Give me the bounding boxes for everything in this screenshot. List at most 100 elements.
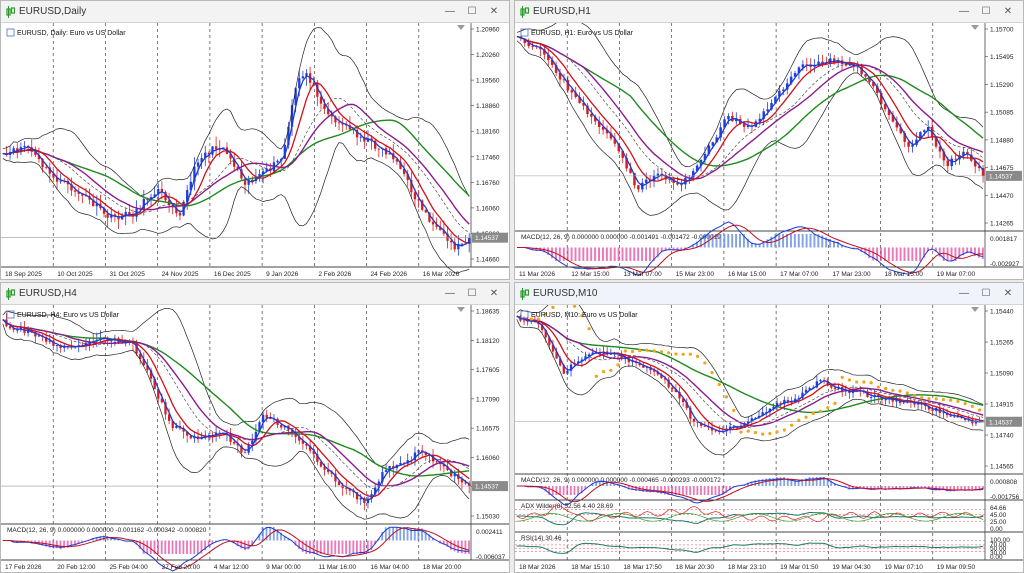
window-titlebar[interactable]: EURUSD,M10 — ☐ ✕	[515, 283, 1023, 305]
candle-body	[620, 354, 623, 359]
maximize-button[interactable]: ☐	[981, 6, 991, 17]
window-titlebar[interactable]: EURUSD,Daily — ☐ ✕	[1, 1, 509, 23]
indicator-label: MACD(12, 26, 9) 0.000000 0.000000 -0.000…	[521, 477, 721, 484]
candle-body	[167, 414, 171, 421]
candle-body	[601, 127, 605, 130]
candle-body	[555, 351, 558, 359]
candle-body	[218, 149, 221, 151]
candle-body	[772, 406, 775, 409]
candle-body	[656, 371, 659, 375]
candle-body	[142, 198, 145, 210]
parabolic-sar-dot	[956, 399, 960, 403]
close-button[interactable]: ✕	[489, 6, 499, 17]
price-chart[interactable]: EURUSD, Daily: Euro vs US Dollar 1.20960 1…	[1, 23, 509, 279]
parabolic-sar-dot	[688, 352, 692, 356]
price-chart[interactable]: EURUSD, H1: Euro vs US Dollar 1.15700 1.15…	[515, 23, 1023, 279]
macd-histogram-bar	[877, 486, 880, 490]
indicator-main-line	[516, 542, 984, 554]
minimize-button[interactable]: —	[959, 6, 969, 17]
close-button[interactable]: ✕	[1003, 288, 1013, 299]
macd-histogram-bar	[609, 247, 612, 261]
macd-histogram-bar	[747, 482, 749, 486]
macd-histogram-bar	[934, 247, 937, 252]
parabolic-sar-dot	[681, 352, 685, 356]
macd-histogram-bar	[930, 247, 933, 250]
candle-body	[609, 353, 612, 355]
macd-histogram-bar	[598, 247, 600, 261]
candle-body	[879, 92, 883, 105]
candle-body	[703, 425, 706, 427]
chart-window-m10[interactable]: EURUSD,M10 — ☐ ✕ EURUSD, M10: Euro vs US…	[514, 282, 1024, 573]
macd-histogram-bar	[301, 540, 304, 553]
candle-body	[135, 343, 138, 354]
price-chart-canvas[interactable]: EURUSD, M10: Euro vs US Dollar 1.15440 1.1…	[515, 305, 1023, 572]
maximize-button[interactable]: ☐	[467, 288, 477, 299]
candle-body	[457, 243, 460, 250]
time-axis-label: 15 Mar 23:00	[676, 271, 715, 278]
chart-window-daily[interactable]: EURUSD,Daily — ☐ ✕ EURUSD, Daily: Euro v…	[0, 0, 510, 280]
macd-histogram-bar	[714, 486, 717, 495]
indicator-axis-label: 45.00	[990, 512, 1007, 519]
candle-body	[435, 224, 438, 227]
price-axis-label: 1.16060	[476, 205, 500, 212]
chart-shift-marker-icon	[457, 307, 465, 312]
price-axis-label: 1.18120	[476, 338, 500, 345]
candle-body	[562, 79, 566, 81]
candle-body	[446, 233, 449, 241]
macd-histogram-bar	[699, 237, 702, 248]
macd-histogram-bar	[196, 540, 199, 554]
minimize-button[interactable]: —	[445, 288, 455, 299]
time-axis-label: 16 Dec 2025	[214, 271, 251, 278]
candle-body	[251, 440, 254, 445]
candle-body	[431, 455, 435, 462]
chart-window-h4[interactable]: EURUSD,H4 — ☐ ✕ EURUSD, H4: Euro vs US D…	[0, 282, 510, 573]
candle-body	[113, 214, 117, 217]
candle-body	[891, 115, 895, 122]
indicator-axis-label: -0.002927	[990, 261, 1020, 268]
price-chart-canvas[interactable]: EURUSD, H4: Euro vs US Dollar 1.18635 1.18…	[1, 305, 509, 572]
macd-histogram-bar	[812, 477, 814, 486]
price-chart-canvas[interactable]: EURUSD, H1: Euro vs US Dollar 1.15700 1.15…	[515, 23, 1023, 279]
close-button[interactable]: ✕	[1003, 6, 1013, 17]
minimize-button[interactable]: —	[959, 288, 969, 299]
candle-body	[453, 474, 456, 477]
adx-plus-di-line	[516, 513, 984, 522]
window-titlebar[interactable]: EURUSD,H1 — ☐ ✕	[515, 1, 1023, 23]
time-axis-label: 13 Mar 07:00	[623, 271, 662, 278]
macd-histogram-bar	[645, 247, 647, 261]
minimize-button[interactable]: —	[445, 6, 455, 17]
maximize-button[interactable]: ☐	[467, 6, 477, 17]
candle-body	[934, 136, 938, 147]
candle-body	[23, 145, 26, 148]
macd-histogram-bar	[627, 486, 630, 490]
chart-window-h1[interactable]: EURUSD,H1 — ☐ ✕ EURUSD, H1: Euro vs US D…	[514, 0, 1024, 280]
window-titlebar[interactable]: EURUSD,H4 — ☐ ✕	[1, 283, 509, 305]
macd-histogram-bar	[294, 540, 297, 546]
macd-histogram-bar	[262, 527, 264, 541]
candle-body	[175, 207, 178, 214]
candle-body	[164, 402, 167, 415]
candle-body	[829, 58, 832, 64]
candle-body	[779, 403, 782, 405]
price-axis-label: 1.18860	[476, 103, 500, 110]
current-price-label: 1.14537	[989, 419, 1013, 426]
close-button[interactable]: ✕	[489, 288, 499, 299]
macd-histogram-bar	[750, 481, 753, 486]
maximize-button[interactable]: ☐	[981, 288, 991, 299]
price-chart[interactable]: EURUSD, M10: Euro vs US Dollar 1.15440 1.1…	[515, 305, 1023, 572]
candle-body	[562, 365, 565, 374]
price-chart-canvas[interactable]: EURUSD, Daily: Euro vs US Dollar 1.20960 1…	[1, 23, 509, 279]
candle-body	[872, 81, 875, 87]
price-chart[interactable]: EURUSD, H4: Euro vs US Dollar 1.18635 1.18…	[1, 305, 509, 572]
macd-histogram-bar	[873, 486, 876, 491]
time-axis-label: 4 Mar 12:00	[214, 564, 249, 571]
macd-histogram-bar	[424, 531, 427, 541]
indicator-axis-label: 0.002411	[476, 529, 503, 536]
candle-body	[424, 209, 427, 213]
candle-body	[290, 429, 294, 433]
candle-body	[424, 452, 427, 455]
candle-body	[819, 380, 822, 382]
candle-body	[631, 361, 634, 363]
time-axis-label: 18 Mar 2026	[519, 564, 556, 571]
parabolic-sar-dot	[616, 363, 620, 367]
